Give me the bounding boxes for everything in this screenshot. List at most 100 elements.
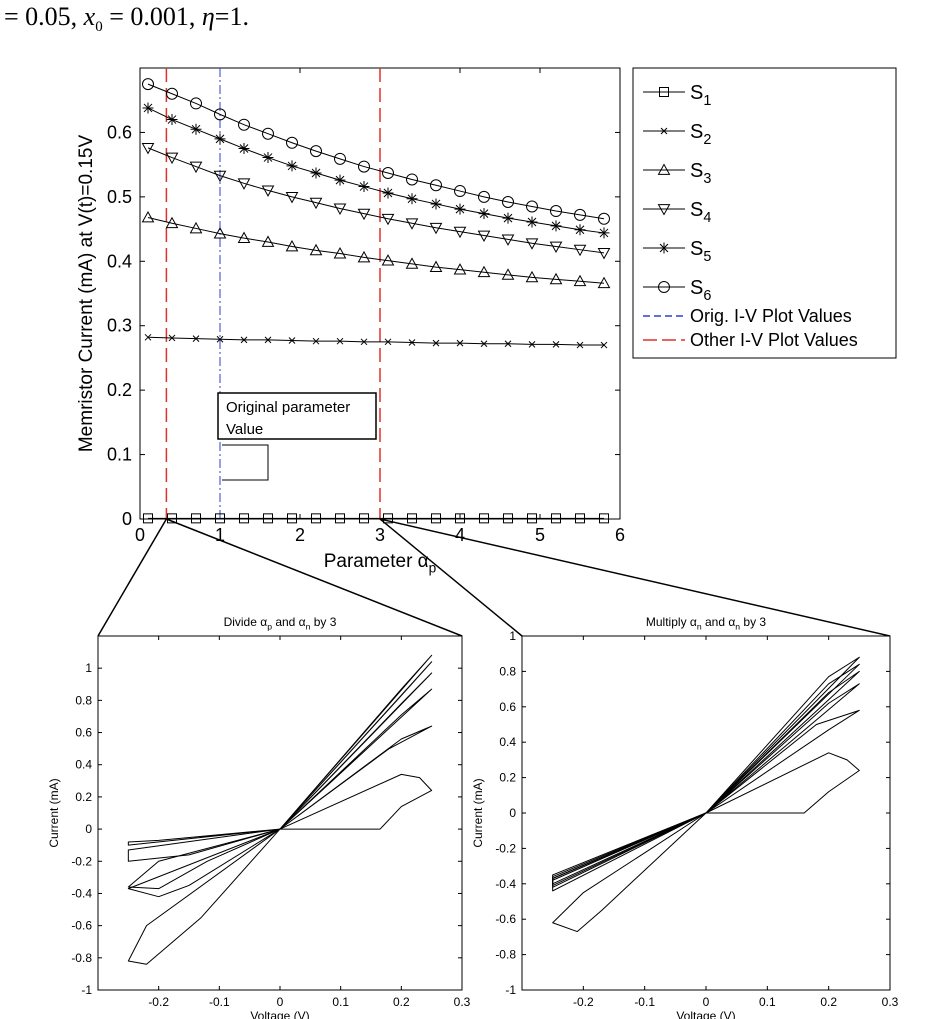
series-point-s2 xyxy=(432,339,440,347)
series-point-s2 xyxy=(168,334,176,342)
series-point-s3 xyxy=(333,247,347,259)
series-point-s6 xyxy=(286,136,298,149)
series-point-s5 xyxy=(598,227,610,239)
series-point-s2 xyxy=(600,341,608,349)
series-point-s3 xyxy=(165,216,179,229)
series-point-s4 xyxy=(165,152,179,165)
series-point-s3 xyxy=(261,235,275,247)
left-chart-iv-loop-6 xyxy=(279,654,433,830)
left-chart-xtick-label: -0.1 xyxy=(209,995,230,1009)
series-point-s4 xyxy=(429,222,443,235)
annotation-line2: Value xyxy=(226,421,263,438)
main-xtick-label: 0 xyxy=(135,525,145,545)
series-point-s3 xyxy=(381,254,395,266)
series-line-s2 xyxy=(147,336,604,346)
legend-marker-s4 xyxy=(657,204,671,216)
left-chart-iv-loop-4 xyxy=(127,672,433,898)
series-point-s3 xyxy=(549,272,563,285)
legend-frame xyxy=(632,67,897,359)
series-point-s6 xyxy=(430,179,442,192)
legend-other-label: Other I-V Plot Values xyxy=(690,330,858,350)
series-point-s2 xyxy=(504,340,512,348)
right-chart-iv-loop-6 xyxy=(552,656,860,879)
zoom-connector-left-a xyxy=(97,518,168,637)
right-chart-title: Multiply αn and αn by 3 xyxy=(646,615,767,632)
left-chart-ytick-label: 0.4 xyxy=(75,758,92,772)
series-line-s5 xyxy=(147,107,605,234)
legend-label-s4: S4 xyxy=(690,199,711,226)
series-point-s1 xyxy=(431,513,441,524)
series-point-s5 xyxy=(574,224,586,236)
legend-label-s2-part: S xyxy=(690,121,703,143)
equation-x-symbol: x xyxy=(83,2,96,31)
legend-label-s2-part: 2 xyxy=(703,132,711,148)
left-chart-ytick-label: -0.6 xyxy=(71,919,92,933)
left-chart-ytick-label: 0 xyxy=(85,822,92,836)
series-point-s1 xyxy=(215,513,225,524)
series-point-s4 xyxy=(549,241,563,253)
series-point-s4 xyxy=(213,170,227,183)
series-point-s6 xyxy=(214,108,226,121)
right-chart-ytick-label: 1 xyxy=(509,629,516,643)
series-point-s6 xyxy=(574,208,586,221)
series-point-s5 xyxy=(478,208,490,220)
left-chart-y-axis-label: Current (mA) xyxy=(47,778,61,847)
legend-marker-s2 xyxy=(660,127,668,135)
series-point-s2 xyxy=(312,337,320,345)
series-point-s6 xyxy=(358,160,370,173)
right-chart-ytick-label: -0.8 xyxy=(495,948,516,962)
series-point-s5 xyxy=(262,152,274,164)
series-point-s4 xyxy=(285,191,299,204)
series-point-s5 xyxy=(358,181,370,193)
series-point-s6 xyxy=(334,152,346,165)
zoom-connector-right-b xyxy=(379,518,891,637)
series-point-s1 xyxy=(335,513,345,524)
right-chart-xtick-label: -0.1 xyxy=(634,995,655,1009)
main-y-axis-label: Memristor Current (mA) at V(t)=0.15V xyxy=(76,135,97,453)
series-point-s3 xyxy=(597,276,611,289)
series-point-s5 xyxy=(334,174,346,186)
series-point-s1 xyxy=(359,513,369,524)
right-chart-xtick-label: 0.2 xyxy=(820,995,837,1009)
series-point-s4 xyxy=(189,161,203,174)
series-point-s5 xyxy=(214,133,226,145)
legend-label-s1: S1 xyxy=(690,82,711,109)
series-point-s1 xyxy=(575,513,585,524)
main-xtick-label: 6 xyxy=(615,525,625,545)
left-chart-title-part: by 3 xyxy=(310,615,336,629)
right-chart-iv-loop-1 xyxy=(552,752,860,933)
right-chart-xtick-label: 0 xyxy=(703,995,710,1009)
right-chart-y-axis-label: Current (mA) xyxy=(471,778,485,847)
zoom-connector-left-b xyxy=(166,518,463,637)
series-point-s6 xyxy=(526,200,538,213)
main-ytick-label: 0.2 xyxy=(107,380,132,400)
series-point-s3 xyxy=(405,257,419,269)
series-point-s1 xyxy=(479,513,489,524)
right-chart-title-part: n xyxy=(735,622,740,632)
series-point-s6 xyxy=(550,205,562,218)
right-chart-ytick-label: -0.6 xyxy=(495,912,516,926)
series-point-s2 xyxy=(480,340,488,348)
left-chart-xtick-label: 0.2 xyxy=(393,995,410,1009)
series-point-s5 xyxy=(550,220,562,232)
series-point-s6 xyxy=(190,97,202,110)
main-x-axis-label-part: p xyxy=(429,561,437,576)
series-point-s3 xyxy=(501,268,515,280)
series-point-s2 xyxy=(360,338,368,346)
series-point-s1 xyxy=(455,513,465,524)
series-point-s1 xyxy=(167,513,177,524)
left-chart-ytick-label: 1 xyxy=(85,661,92,675)
series-point-s2 xyxy=(528,341,536,348)
left-chart-title-part: Divide α xyxy=(224,615,268,629)
legend-label-s1-part: S xyxy=(690,82,703,104)
series-point-s3 xyxy=(453,263,467,275)
series-point-s3 xyxy=(237,231,251,243)
main-xtick-label: 4 xyxy=(455,525,465,545)
series-line-s4 xyxy=(147,147,605,254)
series-point-s2 xyxy=(552,341,560,348)
right-chart-ytick-label: 0 xyxy=(509,806,516,820)
right-chart-title-part: n xyxy=(697,622,702,632)
series-point-s6 xyxy=(454,185,466,198)
main-ytick-label: 0.4 xyxy=(107,251,132,271)
series-point-s2 xyxy=(240,336,248,344)
